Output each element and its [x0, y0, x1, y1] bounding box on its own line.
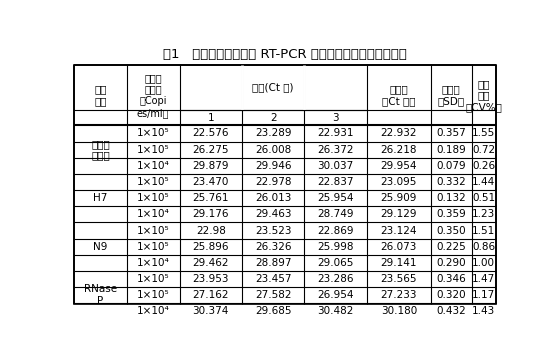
- Text: 标准差
（SD）: 标准差 （SD）: [438, 84, 465, 106]
- Text: 标准品
稀释度
（Copi
es/ml）: 标准品 稀释度 （Copi es/ml）: [137, 73, 170, 118]
- Text: 1×10⁴: 1×10⁴: [137, 306, 170, 316]
- Text: 0.189: 0.189: [436, 145, 466, 155]
- Text: 29.141: 29.141: [380, 258, 417, 268]
- Text: 26.218: 26.218: [380, 145, 417, 155]
- Text: 29.946: 29.946: [255, 161, 291, 171]
- Text: 1×10⁵: 1×10⁵: [137, 274, 170, 284]
- Text: 0.332: 0.332: [436, 177, 466, 187]
- Text: 27.233: 27.233: [380, 290, 417, 300]
- Text: 0.357: 0.357: [436, 128, 466, 138]
- Text: 1×10⁴: 1×10⁴: [137, 161, 170, 171]
- Text: 1: 1: [207, 113, 214, 123]
- Text: 22.576: 22.576: [192, 128, 229, 138]
- Text: 变异
系数
（CV%）: 变异 系数 （CV%）: [465, 79, 502, 112]
- Bar: [74, 65, 496, 304]
- Text: 30.180: 30.180: [381, 306, 417, 316]
- Text: 26.372: 26.372: [317, 145, 354, 155]
- Text: 病毒
名称: 病毒 名称: [95, 84, 107, 106]
- Text: 29.954: 29.954: [380, 161, 417, 171]
- Text: 2: 2: [270, 113, 276, 123]
- Text: 0.290: 0.290: [436, 258, 466, 268]
- Text: 29.685: 29.685: [255, 306, 291, 316]
- Text: H7: H7: [93, 193, 108, 203]
- Text: 0.132: 0.132: [436, 193, 466, 203]
- Text: 27.582: 27.582: [255, 290, 291, 300]
- Text: 0.359: 0.359: [436, 209, 466, 219]
- Text: 23.470: 23.470: [192, 177, 229, 187]
- Text: 25.909: 25.909: [381, 193, 417, 203]
- Text: 甲型流
感病毒: 甲型流 感病毒: [91, 139, 110, 161]
- Text: 1.55: 1.55: [472, 128, 495, 138]
- Text: 22.932: 22.932: [380, 128, 417, 138]
- Text: 23.095: 23.095: [381, 177, 417, 187]
- Text: 1.17: 1.17: [472, 290, 495, 300]
- Text: 26.013: 26.013: [255, 193, 291, 203]
- Text: 1×10⁵: 1×10⁵: [137, 290, 170, 300]
- Text: 1×10⁵: 1×10⁵: [137, 242, 170, 252]
- Text: 1.47: 1.47: [472, 274, 495, 284]
- Text: 26.326: 26.326: [255, 242, 291, 252]
- Text: 0.86: 0.86: [472, 242, 495, 252]
- Text: 22.837: 22.837: [317, 177, 354, 187]
- Text: 0.350: 0.350: [436, 226, 466, 235]
- Text: 23.523: 23.523: [255, 226, 291, 235]
- Text: RNase
P: RNase P: [84, 284, 117, 306]
- Text: 29.129: 29.129: [380, 209, 417, 219]
- Text: 0.51: 0.51: [472, 193, 495, 203]
- Text: 22.931: 22.931: [317, 128, 354, 138]
- Text: 1×10⁵: 1×10⁵: [137, 177, 170, 187]
- Text: 29.463: 29.463: [255, 209, 291, 219]
- Text: 1×10⁵: 1×10⁵: [137, 128, 170, 138]
- Text: 22.869: 22.869: [317, 226, 354, 235]
- Text: 23.565: 23.565: [380, 274, 417, 284]
- Text: 23.286: 23.286: [317, 274, 354, 284]
- Text: 23.953: 23.953: [192, 274, 229, 284]
- Text: 22.98: 22.98: [196, 226, 226, 235]
- Text: 25.954: 25.954: [317, 193, 354, 203]
- Text: 1.43: 1.43: [472, 306, 495, 316]
- Text: 29.462: 29.462: [192, 258, 229, 268]
- Text: 1×10⁵: 1×10⁵: [137, 226, 170, 235]
- Text: 27.162: 27.162: [192, 290, 229, 300]
- Text: 1.23: 1.23: [472, 209, 495, 219]
- Text: 表1   四重实时荧光定量 RT-PCR 检测合成核酸的重复性试验: 表1 四重实时荧光定量 RT-PCR 检测合成核酸的重复性试验: [163, 48, 407, 61]
- Text: 1×10⁴: 1×10⁴: [137, 258, 170, 268]
- Text: 1×10⁵: 1×10⁵: [137, 193, 170, 203]
- Text: 1.51: 1.51: [472, 226, 495, 235]
- Text: 1×10⁵: 1×10⁵: [137, 145, 170, 155]
- Text: 0.72: 0.72: [472, 145, 495, 155]
- Text: 3: 3: [332, 113, 339, 123]
- Text: 28.749: 28.749: [317, 209, 354, 219]
- Text: 25.998: 25.998: [317, 242, 354, 252]
- Text: 1×10⁴: 1×10⁴: [137, 209, 170, 219]
- Text: 30.374: 30.374: [192, 306, 229, 316]
- Text: 29.176: 29.176: [192, 209, 229, 219]
- Text: 0.26: 0.26: [472, 161, 495, 171]
- Text: 26.954: 26.954: [317, 290, 354, 300]
- Text: 0.225: 0.225: [436, 242, 466, 252]
- Text: 23.457: 23.457: [255, 274, 291, 284]
- Text: 29.879: 29.879: [192, 161, 229, 171]
- Text: 28.897: 28.897: [255, 258, 291, 268]
- Text: 25.761: 25.761: [192, 193, 229, 203]
- Text: 26.008: 26.008: [255, 145, 291, 155]
- Text: 30.482: 30.482: [317, 306, 354, 316]
- Text: 0.432: 0.432: [436, 306, 466, 316]
- Text: 26.275: 26.275: [192, 145, 229, 155]
- Text: 29.065: 29.065: [317, 258, 354, 268]
- Text: 30.037: 30.037: [317, 161, 354, 171]
- Text: 23.124: 23.124: [380, 226, 417, 235]
- Text: 平均值
（Ct 值）: 平均值 （Ct 值）: [382, 84, 415, 106]
- Text: 0.079: 0.079: [436, 161, 466, 171]
- Text: 25.896: 25.896: [192, 242, 229, 252]
- Text: 1.44: 1.44: [472, 177, 495, 187]
- Text: 23.289: 23.289: [255, 128, 291, 138]
- Text: 22.978: 22.978: [255, 177, 291, 187]
- Text: 0.346: 0.346: [436, 274, 466, 284]
- Text: 26.073: 26.073: [381, 242, 417, 252]
- Text: 1.00: 1.00: [472, 258, 495, 268]
- Text: N9: N9: [93, 242, 108, 252]
- Text: 结果(Ct 值): 结果(Ct 值): [252, 83, 294, 93]
- Text: 0.320: 0.320: [436, 290, 466, 300]
